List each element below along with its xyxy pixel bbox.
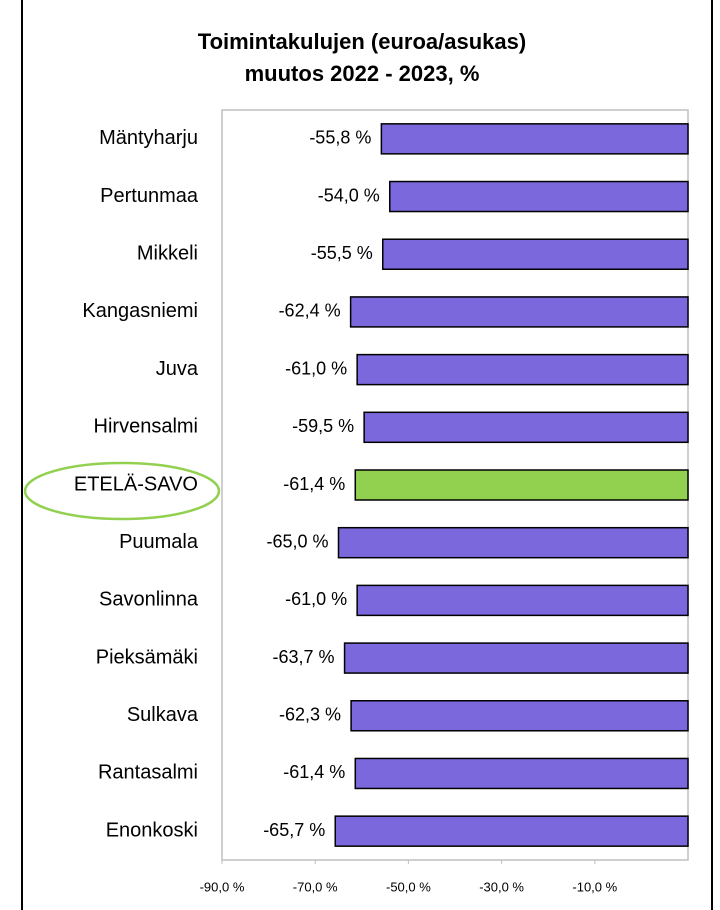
chart-title: Toimintakulujen (euroa/asukas) [198, 29, 526, 54]
value-label: -61,0 % [285, 358, 347, 378]
value-label: -61,4 % [283, 474, 345, 494]
value-label: -61,0 % [285, 589, 347, 609]
category-label: Juva [156, 358, 199, 380]
category-label: Savonlinna [99, 589, 199, 611]
chart-subtitle: muutos 2022 - 2023, % [245, 61, 480, 86]
category-label: Enonkoski [106, 819, 198, 841]
value-label: -62,3 % [279, 705, 341, 725]
x-tick-label: -10,0 % [572, 879, 617, 894]
category-label: Rantasalmi [98, 762, 198, 784]
category-label: Kangasniemi [82, 300, 198, 322]
x-tick-label: -90,0 % [200, 879, 245, 894]
category-label: Sulkava [127, 704, 199, 726]
bar [337, 526, 689, 559]
category-label: Hirvensalmi [94, 416, 198, 438]
x-tick-label: -50,0 % [386, 879, 431, 894]
bar [382, 238, 689, 270]
bar [363, 411, 689, 444]
category-label: Pieksämäki [96, 646, 198, 668]
x-tick-label: -30,0 % [479, 879, 524, 894]
bar [354, 757, 689, 790]
category-label: ETELÄ-SAVO [74, 473, 198, 495]
bar [343, 642, 689, 674]
value-label: -61,4 % [283, 762, 345, 782]
bar [349, 296, 689, 328]
bar [334, 815, 689, 847]
category-label: Mäntyharju [99, 127, 198, 149]
bar [350, 700, 689, 732]
x-tick-label: -70,0 % [293, 879, 338, 894]
value-label: -59,5 % [292, 416, 354, 436]
value-label: -65,7 % [263, 820, 325, 840]
value-label: -54,0 % [318, 185, 380, 205]
value-label: -63,7 % [273, 647, 335, 667]
bar [354, 469, 689, 501]
category-label: Puumala [119, 531, 199, 553]
category-label: Pertunmaa [100, 185, 199, 207]
bar [356, 584, 689, 617]
bar [389, 180, 689, 213]
highlight-ellipse [23, 461, 221, 521]
value-label: -62,4 % [279, 301, 341, 321]
value-label: -65,0 % [266, 531, 328, 551]
value-label: -55,8 % [309, 128, 371, 148]
value-label: -55,5 % [311, 243, 373, 263]
bar [380, 123, 689, 155]
category-label: Mikkeli [137, 243, 198, 265]
bar [356, 353, 689, 386]
